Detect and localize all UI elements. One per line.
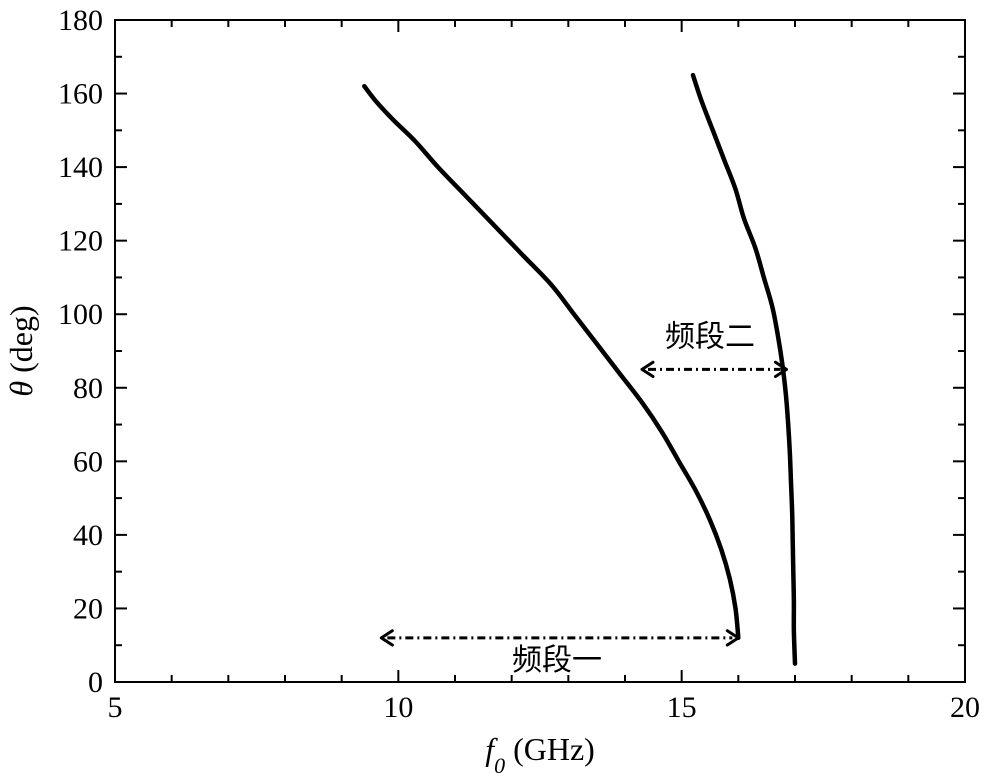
x-tick-label: 20 bbox=[950, 691, 980, 724]
y-tick-label: 120 bbox=[58, 225, 103, 258]
annotation-label-band2: 频段二 bbox=[665, 320, 755, 353]
x-tick-label: 15 bbox=[667, 691, 697, 724]
chart-container: 5 10 15 20 0 20 40 60 80 100 120 140 160 180 f0 (GHz) θ… bbox=[0, 0, 1000, 782]
annotation-label-band1: 频段一 bbox=[512, 644, 602, 677]
y-axis-label: θ (deg) bbox=[3, 305, 39, 396]
y-tick-label: 140 bbox=[58, 151, 103, 184]
plot-box bbox=[115, 20, 965, 682]
x-tick-label: 5 bbox=[108, 691, 123, 724]
y-tick-label: 180 bbox=[58, 4, 103, 37]
y-tick-label: 40 bbox=[73, 519, 103, 552]
y-tick-label: 0 bbox=[88, 666, 103, 699]
x-axis-label: f0 (GHz) bbox=[485, 731, 595, 778]
chart-svg: 5 10 15 20 0 20 40 60 80 100 120 140 160 180 f0 (GHz) θ… bbox=[0, 0, 1000, 782]
y-tick-label: 100 bbox=[58, 298, 103, 331]
y-tick-label: 160 bbox=[58, 78, 103, 111]
x-tick-label: 10 bbox=[383, 691, 413, 724]
curve-curve1 bbox=[364, 86, 738, 638]
y-tick-label: 60 bbox=[73, 445, 103, 478]
y-tick-label: 80 bbox=[73, 372, 103, 405]
y-tick-label: 20 bbox=[73, 592, 103, 625]
